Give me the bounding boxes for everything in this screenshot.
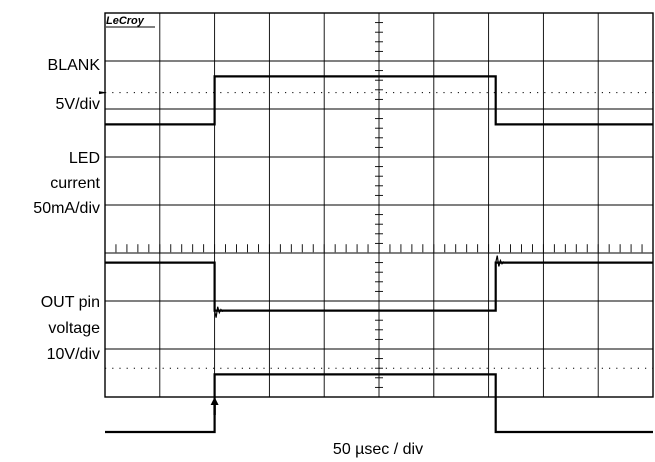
trace-ringing — [495, 255, 506, 267]
out-pin-label: OUT pin — [41, 294, 100, 311]
led-current-label: current — [50, 175, 100, 192]
led-label: LED — [69, 150, 100, 167]
out-voltage-label: voltage — [48, 320, 100, 337]
ground-marker-icon — [98, 91, 106, 95]
traces — [105, 75, 653, 434]
blank-label: BLANK — [48, 57, 101, 74]
graticule — [98, 12, 654, 398]
trigger-arrow-icon — [210, 397, 219, 415]
led-scale-label: 50mA/div — [33, 200, 100, 217]
x-axis-label: 50 µsec / div — [333, 441, 423, 458]
brand-label: LeCroy — [106, 15, 145, 27]
trace-channel-3 — [105, 373, 653, 434]
trace-channel-1 — [105, 75, 653, 126]
trace-ringing — [214, 306, 225, 318]
blank-scale-label: 5V/div — [56, 96, 100, 113]
trace-channel-2 — [105, 261, 653, 312]
out-scale-label: 10V/div — [47, 346, 100, 363]
